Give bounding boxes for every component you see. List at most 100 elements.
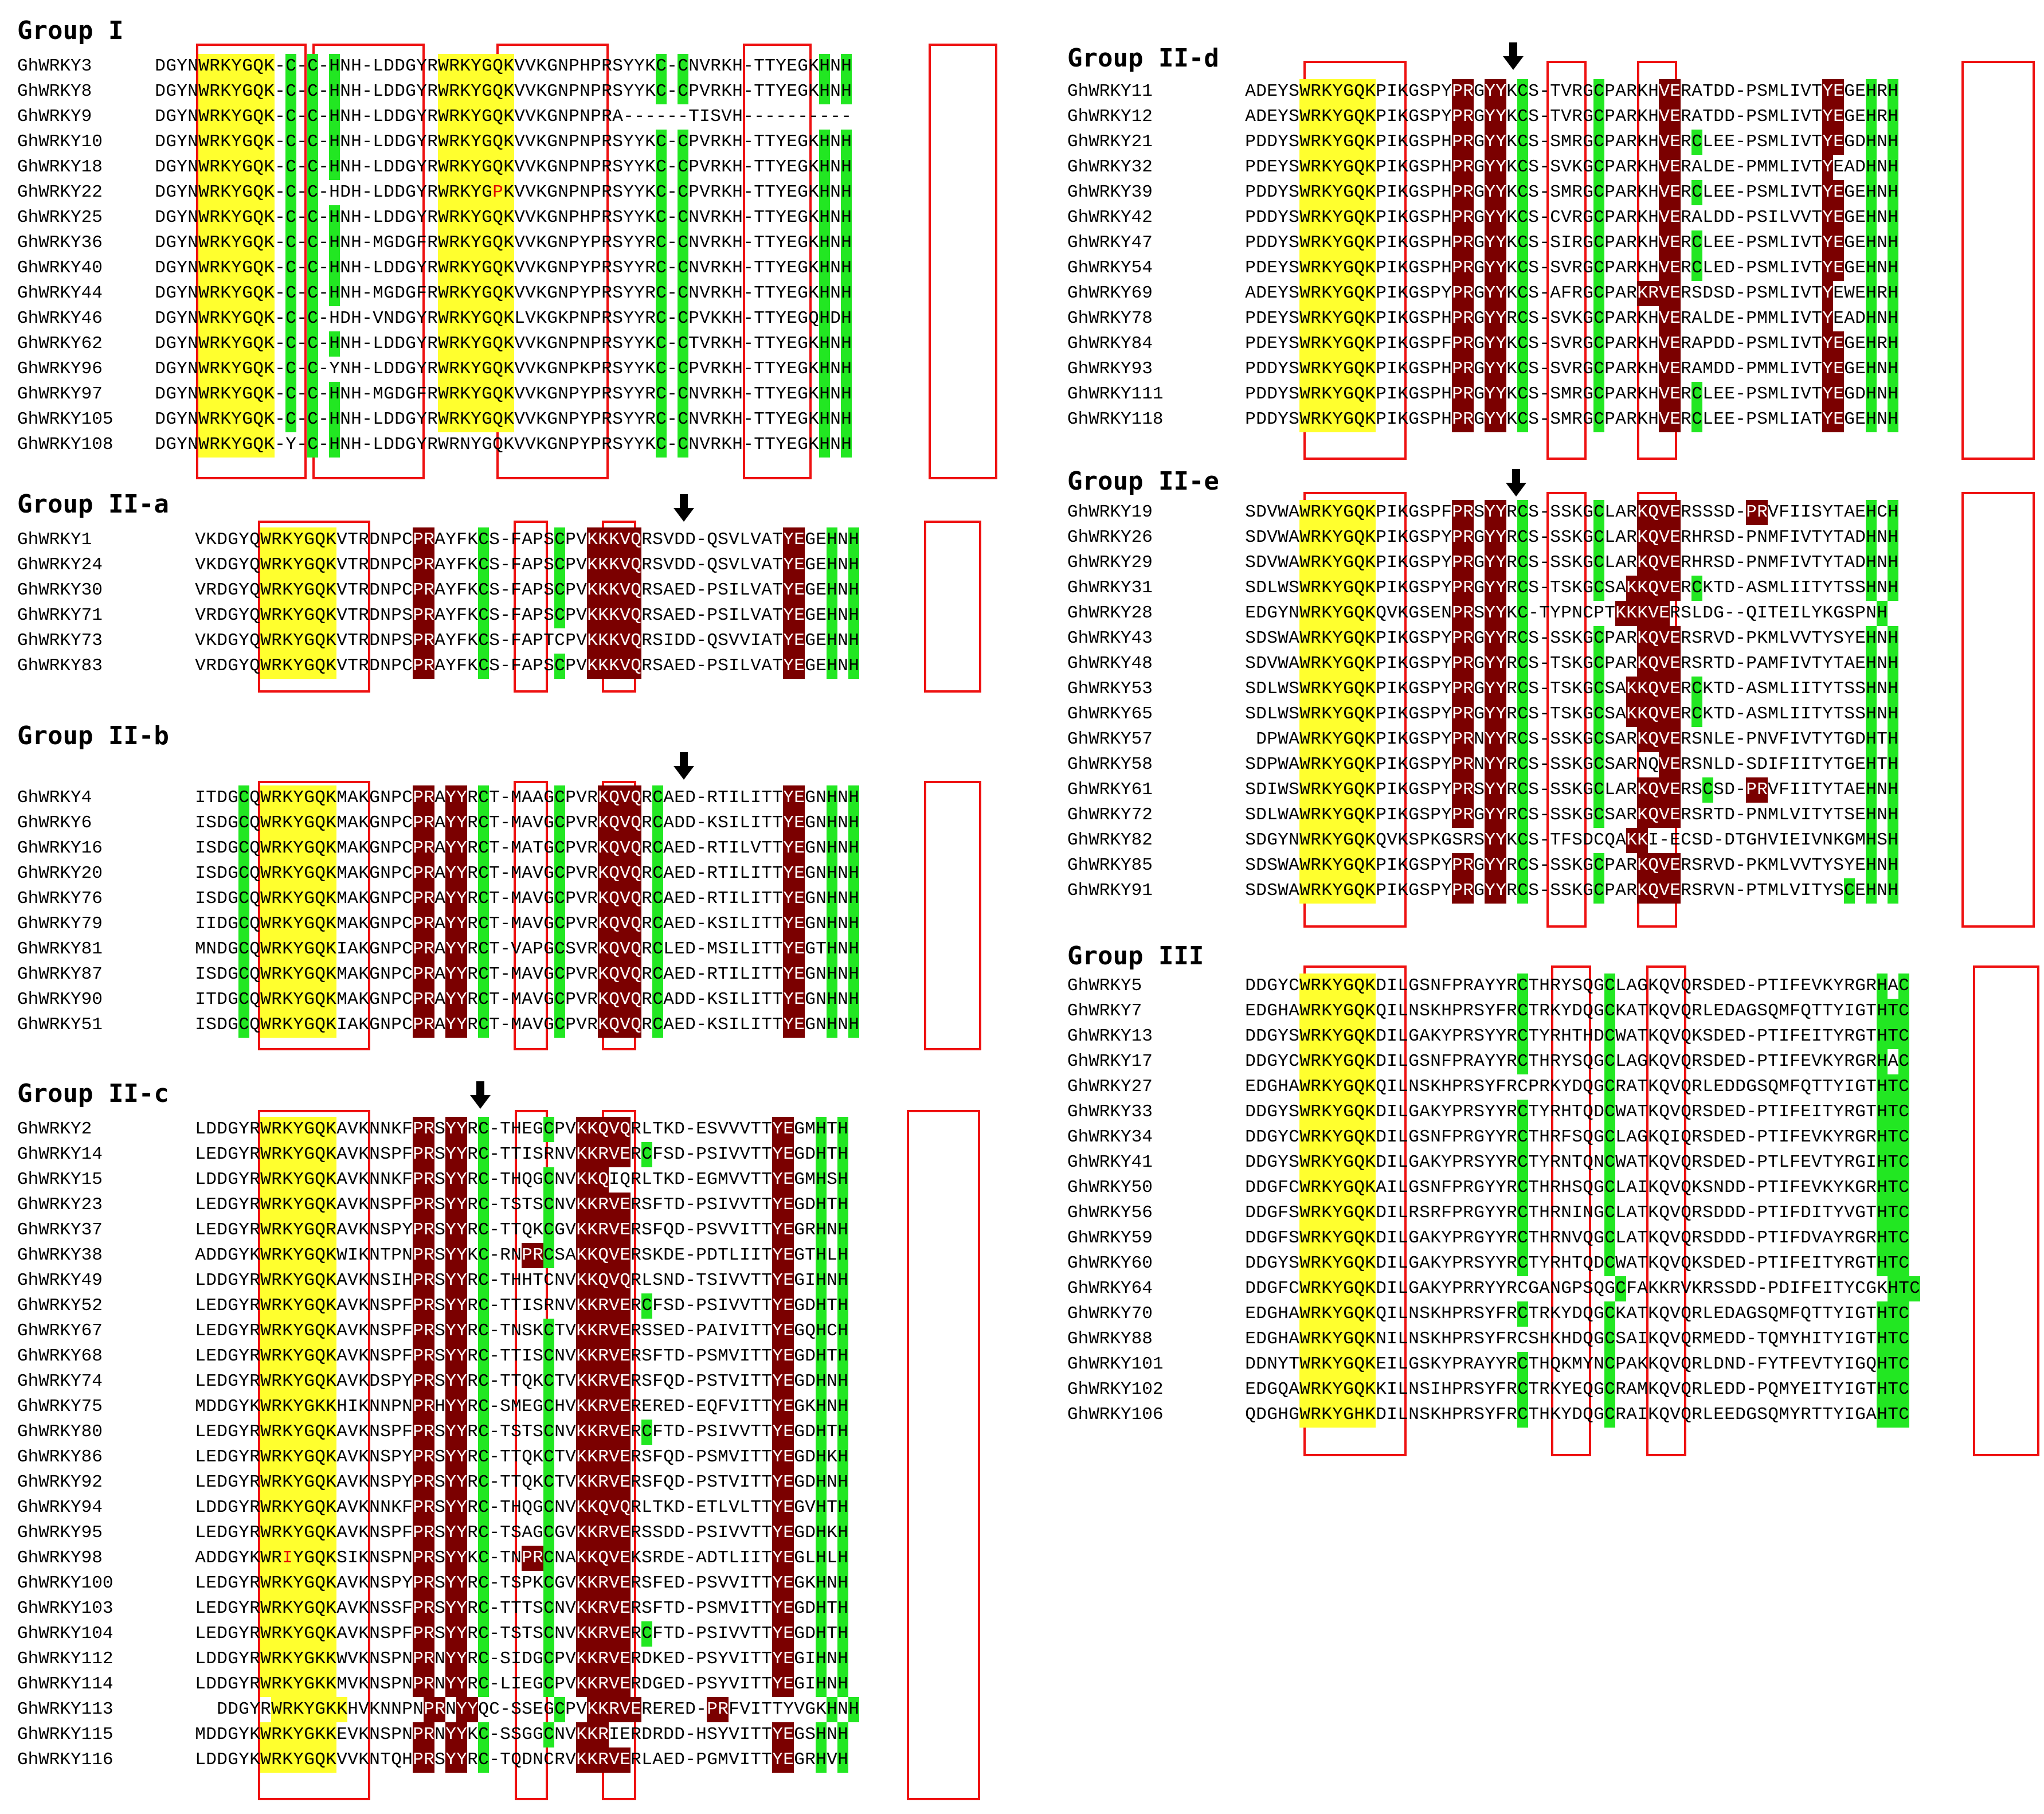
alignment-row: GhWRKY116 L D D G Y K W R K Y G Q K V V K N T Q H P R S Y Y R C - T Q D… [17,1747,992,1773]
alignment-row: GhWRKY85 S D S W A W R K Y G Q K P I K G S P Y P R G Y Y R C S - S S K G… [1067,853,2042,878]
sequence-name: GhWRKY52 [17,1296,103,1316]
alignment-row: GhWRKY44 D G Y N W R K Y G Q K - C - C - H N H - M G D G F R W R K Y G Q… [17,281,992,306]
alignment-row: GhWRKY10 D G Y N W R K Y G Q K - C - C - H N H - L D D G Y R W R K Y G Q… [17,130,992,155]
sequence-name: GhWRKY94 [17,1498,103,1518]
sequence-name: GhWRKY2 [17,1119,92,1139]
alignment-row: GhWRKY49 L D D G Y R W R K Y G Q K A V K N S I H P R S Y Y R C - T H H T… [17,1268,992,1293]
sequence-name: GhWRKY83 [17,656,103,676]
sequence-name: GhWRKY96 [17,359,103,379]
sequence-name: GhWRKY104 [17,1624,113,1644]
sequence-name: GhWRKY39 [1067,182,1153,202]
sequence-name: GhWRKY12 [1067,107,1153,127]
alignment-row: GhWRKY34 D D G Y C W R K Y G Q K D I L G S N F P R G Y Y R C T H R F S Q… [1067,1125,2042,1150]
alignment-row: GhWRKY64 D D G F C W R K Y G Q K D I L G A K Y P R R Y Y R C G A N G P S… [1067,1276,2042,1301]
sequence-name: GhWRKY16 [17,838,103,858]
motif-box [1546,492,1587,928]
sequence-name: GhWRKY98 [17,1548,103,1568]
alignment-row: GhWRKY94 L D D G Y R W R K Y G Q K A V K N N K F P R S Y Y R C - T H Q G… [17,1495,992,1520]
alignment-row: GhWRKY40 D G Y N W R K Y G Q K - C - C - H N H - L D D G Y R W R K Y G Q… [17,256,992,281]
sequence-name: GhWRKY73 [17,631,103,651]
sequence-name: GhWRKY75 [17,1397,103,1417]
sequence-name: GhWRKY101 [1067,1354,1164,1374]
alignment-row: GhWRKY86 L E D G Y R W R K Y G Q K A V K N S P Y P R S Y Y R C - T T Q K… [17,1445,992,1470]
sequence-name: GhWRKY82 [1067,830,1153,850]
motif-box [514,521,548,693]
motif-box [743,44,812,479]
sequence-name: GhWRKY74 [17,1371,103,1391]
alignment-row: GhWRKY104 L E D G Y R W R K Y G Q K A V K N S P F P R S Y Y R C - T S T… [17,1621,992,1647]
sequence-name: GhWRKY100 [17,1573,113,1593]
alignment-row: GhWRKY87 I S D G C Q W R K Y G Q K M A K G N P C P R A Y Y R C T - M A V… [17,962,992,987]
alignment-row: GhWRKY41 D D G Y S W R K Y G Q K D I L G A K Y P R S Y Y R C T Y R N T Q… [1067,1150,2042,1175]
alignment-row: GhWRKY100 L E D G Y R W R K Y G Q K A V K N S P Y P R S Y Y R C - T S P… [17,1571,992,1596]
sequence-name: GhWRKY15 [17,1170,103,1190]
alignment-row: GhWRKY24 V K D G Y Q W R K Y G Q K V T R D N P C P R A Y F K C S - F A P… [17,553,992,578]
sequence-name: GhWRKY51 [17,1015,103,1035]
alignment-row: GhWRKY76 I S D G C Q W R K Y G Q K M A K G N P C P R A Y Y R C T - M A V… [17,886,992,912]
sequence-name: GhWRKY7 [1067,1001,1142,1021]
sequence-name: GhWRKY1 [17,530,92,550]
sequence-name: GhWRKY68 [17,1346,103,1366]
alignment-row: GhWRKY74 L E D G Y R W R K Y G Q K A V K D S P Y P R S Y Y R C - T T Q K… [17,1369,992,1394]
alignment-row: GhWRKY58 S D P W A W R K Y G Q K P I K G S P Y P R N Y Y R C S - S S K G… [1067,752,2042,777]
alignment-row: GhWRKY95 L E D G Y R W R K Y G Q K A V K N S P F P R S Y Y R C - T S A G… [17,1520,992,1546]
sequence-name: GhWRKY88 [1067,1329,1153,1349]
sequence-name: GhWRKY27 [1067,1077,1153,1097]
alignment-row: GhWRKY6 I S D G C Q W R K Y G Q K M A K G N P C P R A Y Y R C T - M A V G… [17,811,992,836]
sequence-name: GhWRKY44 [17,283,103,303]
alignment-row: GhWRKY21 P D D Y S W R K Y G Q K P I K G S P H P R G Y Y K C S - S M R G… [1067,130,2042,155]
sequence-name: GhWRKY95 [17,1523,103,1543]
down-arrow-icon [1506,469,1526,496]
alignment-row: GhWRKY42 P D D Y S W R K Y G Q K P I K G S P H P R G Y Y K C S - C V R G… [1067,205,2042,230]
motif-box [924,781,981,1050]
alignment-row: GhWRKY91 S D S W A W R K Y G Q K P I K G S P Y P R G Y Y R C S - S S K G… [1067,878,2042,904]
sequence-name: GhWRKY114 [17,1674,113,1694]
alignment-row: GhWRKY56 D D G F S W R K Y G Q K D I L R S R F P R G Y Y R C T H R N I N… [1067,1201,2042,1226]
sequence-name: GhWRKY108 [17,435,113,455]
sequence-name: GhWRKY85 [1067,855,1153,875]
sequence-name: GhWRKY53 [1067,679,1153,699]
sequence-name: GhWRKY31 [1067,578,1153,598]
motif-box [1646,965,1686,1456]
sequence-name: GhWRKY33 [1067,1102,1153,1122]
alignment-row: GhWRKY20 I S D G C Q W R K Y G Q K M A K G N P C P R A Y Y R C T - M A V… [17,861,992,886]
down-arrow-icon [1503,42,1524,70]
sequence-name: GhWRKY19 [1067,502,1153,522]
alignment-row: GhWRKY111 P D D Y S W R K Y G Q K P I K G S P H P R G Y Y K C S - S M R… [1067,382,2042,407]
sequence-name: GhWRKY116 [17,1750,113,1770]
alignment-row: GhWRKY5 D D G Y C W R K Y G Q K D I L G S N F P R A Y Y R C T H R Y S Q G… [1067,974,2042,999]
sequence-name: GhWRKY105 [17,409,113,429]
sequence-name: GhWRKY18 [17,157,103,177]
